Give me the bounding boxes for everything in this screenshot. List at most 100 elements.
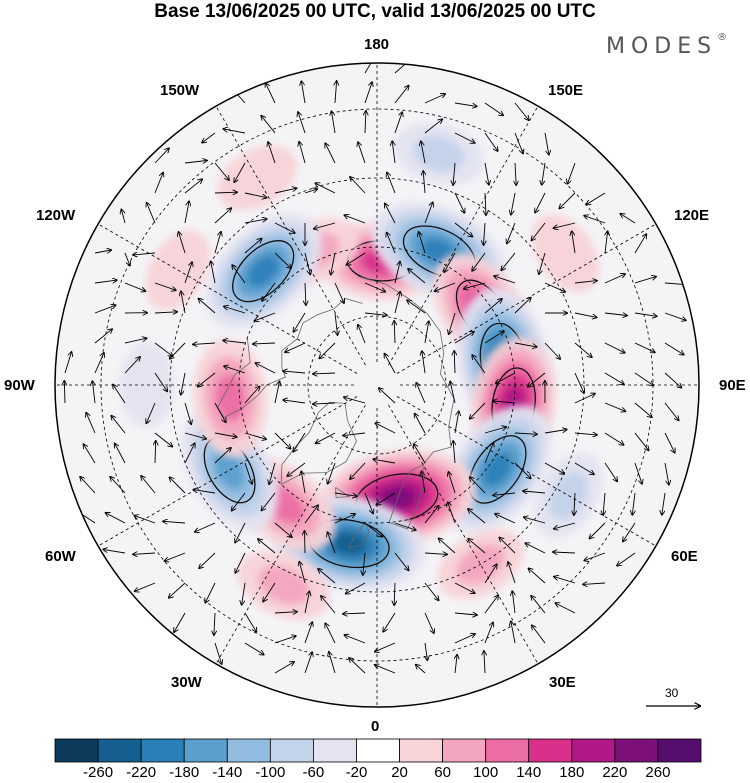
- wind-arrow: [124, 338, 147, 344]
- wind-arrow: [448, 502, 456, 524]
- wind-arrow: [287, 462, 306, 476]
- wind-arrow: [664, 402, 679, 420]
- wind-arrow: [94, 280, 117, 284]
- wind-arrow: [414, 444, 426, 464]
- wind-arrow: [253, 343, 276, 344]
- wind-arrow: [325, 623, 336, 644]
- wind-arrow: [514, 342, 537, 347]
- wind-arrow: [305, 531, 306, 554]
- geopotential-contour: [232, 240, 295, 303]
- wind-arrow: [80, 477, 96, 494]
- wind-arrow: [376, 492, 396, 505]
- wind-arrow: [508, 562, 516, 584]
- wind-arrow: [531, 596, 546, 614]
- wind-arrow: [586, 192, 606, 205]
- wind-arrow: [269, 462, 276, 484]
- wind-arrow: [244, 462, 252, 484]
- wind-arrow: [304, 189, 317, 194]
- wind-arrow: [313, 373, 336, 374]
- legend-swatch: [571, 738, 616, 763]
- wind-arrow: [385, 204, 396, 224]
- legend-tick-label: 100: [473, 764, 499, 781]
- legend-swatch: [657, 738, 702, 763]
- wind-arrow: [274, 382, 280, 404]
- wind-arrow: [484, 564, 497, 584]
- wind-arrow: [298, 112, 306, 134]
- wind-arrow: [235, 552, 246, 573]
- wind-arrow: [454, 222, 472, 237]
- wind-arrow: [263, 582, 276, 602]
- wind-arrow: [293, 432, 306, 452]
- wind-arrow: [511, 192, 516, 215]
- wind-arrow: [574, 372, 584, 393]
- wind-arrow: [604, 402, 625, 411]
- wind-arrow: [313, 403, 336, 404]
- wind-arrow: [484, 162, 489, 185]
- wind-arrow: [559, 192, 576, 208]
- wind-arrow: [514, 298, 531, 314]
- wind-arrow: [92, 381, 95, 404]
- wind-arrow: [416, 383, 426, 404]
- wind-arrow: [198, 372, 216, 387]
- wind-arrow: [84, 444, 96, 464]
- wind-arrow: [343, 433, 366, 436]
- wind-arrow: [184, 179, 202, 194]
- wind-arrow: [195, 522, 216, 532]
- wind-arrow: [170, 477, 186, 494]
- wind-arrow: [335, 312, 338, 335]
- legend-tick-label: 260: [645, 764, 671, 781]
- graticule: [55, 63, 699, 707]
- wind-arrow: [223, 129, 246, 134]
- wind-arrow: [274, 662, 294, 674]
- wind-arrow: [343, 613, 366, 614]
- wind-arrow: [387, 233, 396, 254]
- legend-swatch: [442, 738, 487, 763]
- lon-label-150w: 150W: [160, 82, 200, 99]
- legend-tick-label: 20: [391, 764, 408, 781]
- meridian-line: [215, 404, 366, 665]
- wind-arrow: [554, 222, 576, 228]
- legend-ticks: -260 -220 -180 -140 -100 -60 -20 20 60 100 140 180 2…: [0, 764, 750, 782]
- wind-arrow: [574, 342, 592, 357]
- wind-arrow: [334, 514, 355, 524]
- wind-arrow: [211, 261, 216, 284]
- wind-arrow: [424, 94, 445, 104]
- brand-text: MODES: [606, 34, 718, 59]
- anomaly-cell: [237, 550, 330, 620]
- wind-arrow: [554, 577, 576, 584]
- wind-arrow: [169, 582, 186, 598]
- wind-arrow: [422, 471, 426, 494]
- wind-arrow: [634, 277, 656, 284]
- lon-label-120e: 120E: [674, 207, 710, 224]
- wind-arrow: [110, 477, 126, 494]
- wind-arrow: [470, 477, 486, 494]
- wind-arrow: [544, 342, 560, 359]
- wind-arrow: [574, 394, 595, 404]
- wind-arrow: [494, 276, 516, 284]
- legend-swatch: [183, 738, 228, 763]
- meridian-line: [396, 396, 657, 547]
- legend-swatch: [140, 738, 185, 763]
- legend-swatch: [485, 738, 530, 763]
- wind-arrow: [163, 521, 186, 523]
- wind-arrow: [574, 492, 575, 515]
- wind-arrow: [244, 642, 264, 655]
- meridian-line: [215, 105, 366, 366]
- wind-arrow: [632, 492, 635, 515]
- wind-arrow: [304, 252, 310, 274]
- wind-arrow: [205, 582, 216, 603]
- wind-arrow: [605, 231, 608, 254]
- latitude-circle: [169, 177, 585, 593]
- wind-arrow: [224, 307, 246, 314]
- wind-arrow: [181, 372, 186, 395]
- coastline: [217, 298, 363, 419]
- wind-arrow: [147, 203, 156, 224]
- legend-tick-label: 60: [434, 764, 451, 781]
- wind-arrow: [572, 231, 576, 254]
- wind-arrow: [223, 340, 246, 343]
- wind-arrow: [94, 305, 116, 314]
- wind-arrow: [184, 161, 207, 164]
- wind-arrow: [507, 222, 516, 243]
- brand-logo: MODES®: [606, 32, 727, 59]
- wind-arrow: [574, 312, 597, 317]
